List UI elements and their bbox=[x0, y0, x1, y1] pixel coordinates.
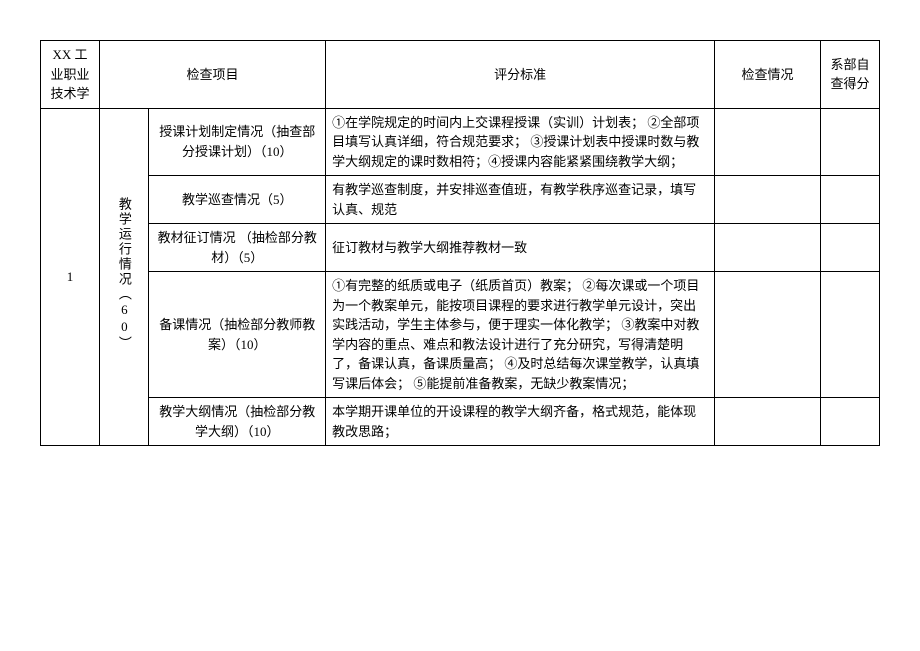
score-cell bbox=[821, 398, 880, 446]
check-cell bbox=[715, 272, 821, 398]
table-row: 备课情况（抽检部分教师教案）（10） ①有完整的纸质或电子（纸质首页）教案； ②… bbox=[41, 272, 880, 398]
group-category: 教学运行情况（60） bbox=[99, 108, 148, 446]
header-col2: 检查项目 bbox=[99, 41, 325, 109]
item-cell: 教材征订情况 （抽检部分教材）（5） bbox=[149, 224, 326, 272]
table-header-row: XX 工业职业技术学 检查项目 评分标准 检查情况 系部自查得分 bbox=[41, 41, 880, 109]
criteria-cell: ①在学院规定的时间内上交课程授课（实训）计划表； ②全部项目填写认真详细，符合规… bbox=[326, 108, 715, 176]
item-cell: 教学大纲情况（抽检部分教学大纲）（10） bbox=[149, 398, 326, 446]
table-row: 1 教学运行情况（60） 授课计划制定情况（抽查部分授课计划）（10） ①在学院… bbox=[41, 108, 880, 176]
score-cell bbox=[821, 176, 880, 224]
criteria-cell: 征订教材与教学大纲推荐教材一致 bbox=[326, 224, 715, 272]
header-col1: XX 工业职业技术学 bbox=[41, 41, 100, 109]
criteria-cell: 本学期开课单位的开设课程的教学大纲齐备，格式规范，能体现教改思路； bbox=[326, 398, 715, 446]
check-cell bbox=[715, 108, 821, 176]
table-row: 教学巡查情况（5） 有教学巡查制度，并安排巡查值班，有教学秩序巡查记录，填写认真… bbox=[41, 176, 880, 224]
item-cell: 教学巡查情况（5） bbox=[149, 176, 326, 224]
header-col4: 检查情况 bbox=[715, 41, 821, 109]
criteria-cell: ①有完整的纸质或电子（纸质首页）教案； ②每次课或一个项目为一个教案单元，能按项… bbox=[326, 272, 715, 398]
check-cell bbox=[715, 224, 821, 272]
item-cell: 备课情况（抽检部分教师教案）（10） bbox=[149, 272, 326, 398]
score-cell bbox=[821, 224, 880, 272]
table-row: 教材征订情况 （抽检部分教材）（5） 征订教材与教学大纲推荐教材一致 bbox=[41, 224, 880, 272]
header-col5: 系部自查得分 bbox=[821, 41, 880, 109]
header-col3: 评分标准 bbox=[326, 41, 715, 109]
group-index: 1 bbox=[41, 108, 100, 446]
evaluation-table: XX 工业职业技术学 检查项目 评分标准 检查情况 系部自查得分 1 教学运行情… bbox=[40, 40, 880, 446]
score-cell bbox=[821, 272, 880, 398]
check-cell bbox=[715, 176, 821, 224]
criteria-cell: 有教学巡查制度，并安排巡查值班，有教学秩序巡查记录，填写认真、规范 bbox=[326, 176, 715, 224]
check-cell bbox=[715, 398, 821, 446]
score-cell bbox=[821, 108, 880, 176]
table-row: 教学大纲情况（抽检部分教学大纲）（10） 本学期开课单位的开设课程的教学大纲齐备… bbox=[41, 398, 880, 446]
item-cell: 授课计划制定情况（抽查部分授课计划）（10） bbox=[149, 108, 326, 176]
